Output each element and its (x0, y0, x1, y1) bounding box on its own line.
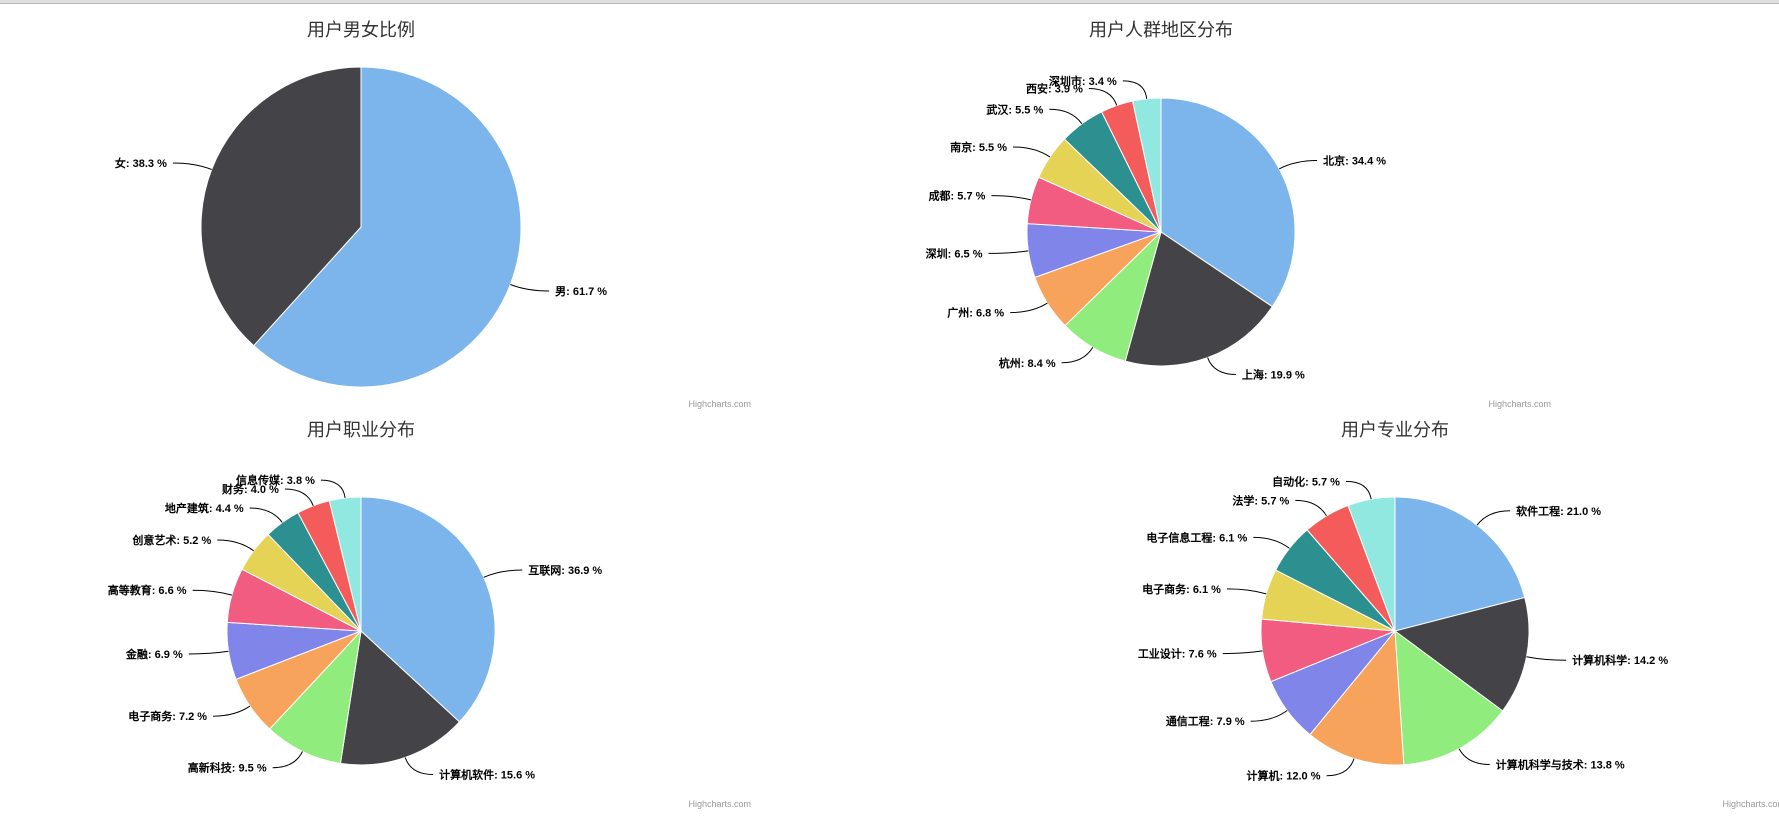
label-connector (213, 705, 251, 717)
data-label: 电子信息工程: 6.1 % (1146, 530, 1247, 544)
pie-slice[interactable] (1347, 496, 1396, 632)
data-label: 互联网: 36.9 % (528, 563, 602, 577)
label-connector (1250, 710, 1288, 722)
data-label: 软件工程: 21.0 % (1516, 504, 1601, 518)
data-label: 计算机软件: 15.6 % (439, 768, 535, 782)
pie-slice[interactable] (1160, 97, 1296, 308)
data-label: 男: 61.7 % (555, 285, 607, 298)
highcharts-credit-link[interactable]: Highcharts.com (688, 399, 751, 409)
label-connector (1295, 499, 1327, 517)
pie-slice[interactable] (360, 496, 496, 723)
label-connector (1222, 650, 1263, 655)
data-label: 通信工程: 7.9 % (1166, 714, 1245, 728)
data-label: 南京: 5.5 % (950, 140, 1007, 154)
data-labels: 互联网: 36.9 % 计算机软件: 15.6 % 高新科技: 9.5 % 电子商务:… (108, 473, 603, 781)
highcharts-credit-link[interactable]: Highcharts.com (1722, 799, 1779, 809)
pie-slice[interactable] (1393, 596, 1530, 712)
data-label: 财务: 4.0 % (221, 482, 279, 496)
data-label: 计算机: 12.0 % (1247, 769, 1321, 783)
label-connector (284, 488, 314, 506)
label-connector (1345, 480, 1372, 500)
pie-slice[interactable] (1394, 496, 1526, 632)
label-connector (1226, 588, 1267, 595)
label-connector (1476, 510, 1511, 526)
data-label: 成都: 5.7 % (929, 189, 986, 203)
label-connector (1526, 656, 1567, 661)
data-labels: 北京: 34.4 % 上海: 19.9 % 杭州: 8.4 % 广州: 6.8 % 深圳… (926, 74, 1387, 382)
data-label: 计算机科学与技术: 13.8 % (1496, 757, 1625, 771)
data-label: 电子商务: 7.2 % (128, 709, 207, 723)
data-label: 信息传媒: 3.8 % (236, 473, 315, 487)
data-label: 高等教育: 6.6 % (108, 583, 187, 597)
highcharts-credit-link[interactable]: Highcharts.com (688, 799, 751, 809)
highcharts-credit-link[interactable]: Highcharts.com (1488, 399, 1551, 409)
data-label: 西安: 3.9 % (1026, 82, 1083, 96)
data-label: 女: 38.3 % (115, 156, 167, 170)
data-label: 法学: 5.7 % (1232, 493, 1289, 507)
pie-slices (1026, 97, 1296, 367)
data-label: 工业设计: 7.6 % (1138, 647, 1217, 661)
label-connector (1458, 748, 1490, 765)
data-label: 金融: 6.9 % (125, 647, 183, 661)
pie-slice[interactable] (268, 629, 362, 764)
chart-title: 用户专业分布 (1341, 420, 1449, 440)
data-label: 深圳市: 3.4 % (1049, 74, 1117, 88)
data-label: 深圳: 6.5 % (926, 246, 983, 260)
pie-slice[interactable] (200, 66, 362, 347)
data-label: 高新科技: 9.5 % (188, 761, 267, 775)
data-label: 自动化: 5.7 % (1272, 474, 1340, 488)
label-connector (510, 284, 550, 292)
data-label: 计算机科学: 14.2 % (1572, 653, 1668, 667)
label-connector (1253, 536, 1290, 549)
label-connector (188, 650, 229, 655)
label-connector (272, 751, 303, 769)
data-label: 上海: 19.9 % (1242, 368, 1305, 382)
label-connector (1278, 160, 1318, 170)
data-labels: 软件工程: 21.0 % 计算机科学: 14.2 % 计算机科学与技术: 13.8 … (1138, 474, 1669, 782)
chart-title: 用户男女比例 (307, 20, 415, 40)
label-connector (1326, 758, 1355, 777)
pie-slice[interactable] (1309, 629, 1405, 766)
data-label: 地产建筑: 4.4 % (165, 501, 244, 515)
label-connector (1122, 80, 1148, 99)
pie-slice[interactable] (1394, 629, 1504, 766)
label-connector (320, 479, 346, 499)
label-connector (1088, 88, 1118, 106)
chart-title: 用户人群地区分布 (1089, 20, 1233, 40)
label-connector (249, 507, 283, 523)
pie-slice[interactable] (252, 66, 522, 388)
label-connector (1049, 108, 1083, 125)
label-connector (483, 569, 523, 578)
label-connector (988, 250, 1029, 254)
pie-slices (200, 66, 522, 388)
label-connector (192, 589, 233, 596)
label-connector (991, 195, 1032, 201)
label-connector (1061, 347, 1094, 364)
label-connector (404, 757, 434, 775)
browser-top-bar (0, 0, 1779, 4)
label-connector (1012, 146, 1051, 158)
label-connector (217, 539, 254, 552)
label-connector (172, 162, 212, 170)
chart-title: 用户职业分布 (307, 420, 415, 440)
data-label: 创意艺术: 5.2 % (131, 533, 211, 547)
data-label: 杭州: 8.4 % (999, 356, 1056, 370)
pie-slices (1260, 496, 1530, 766)
data-label: 武汉: 5.5 % (986, 102, 1043, 116)
data-label: 广州: 6.8 % (947, 306, 1004, 320)
pie-slices (226, 496, 496, 766)
data-labels: 男: 61.7 % 女: 38.3 % (115, 156, 607, 298)
data-label: 北京: 34.4 % (1323, 153, 1386, 167)
label-connector (1207, 357, 1236, 375)
label-connector (1010, 302, 1048, 314)
data-label: 电子商务: 6.1 % (1142, 582, 1221, 596)
